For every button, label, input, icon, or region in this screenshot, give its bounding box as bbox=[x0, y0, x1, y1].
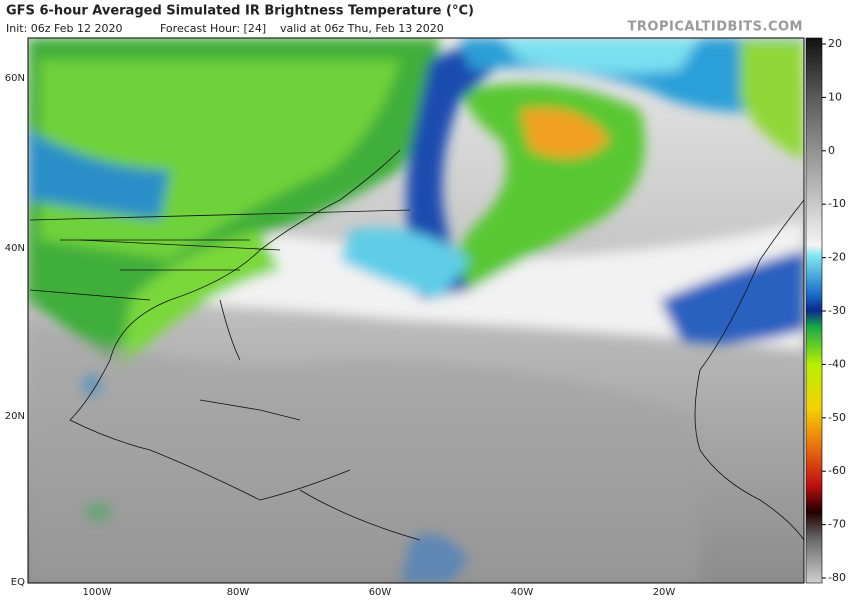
valid-time: valid at 06z Thu, Feb 13 2020 bbox=[280, 22, 444, 35]
coastlines bbox=[29, 149, 804, 541]
colorbar-tick-label: -60 bbox=[828, 464, 846, 477]
colorbar-tick-label: -30 bbox=[828, 304, 846, 317]
lat-label: 60N bbox=[5, 73, 25, 84]
colorbar-tick-label: -40 bbox=[828, 357, 846, 370]
lon-label: 20W bbox=[653, 587, 676, 598]
watermark: TROPICALTIDBITS.COM bbox=[628, 20, 803, 35]
colorbar-tick-label: -80 bbox=[828, 571, 846, 584]
colorbar-tick-label: 0 bbox=[828, 144, 835, 157]
lat-label: 20N bbox=[5, 411, 25, 422]
lon-label: 80W bbox=[227, 587, 250, 598]
satellite-map bbox=[28, 38, 804, 583]
lon-label: 100W bbox=[83, 587, 112, 598]
lon-label: 60W bbox=[369, 587, 392, 598]
colorbar-tick-label: 20 bbox=[828, 37, 842, 50]
colorbar-tick-label: -70 bbox=[828, 518, 846, 531]
lat-label: EQ bbox=[11, 577, 25, 588]
lon-label: 40W bbox=[511, 587, 534, 598]
colorbar-tick-label: -10 bbox=[828, 197, 846, 210]
forecast-hour: Forecast Hour: [24] bbox=[160, 22, 266, 35]
map-frame bbox=[27, 37, 805, 584]
colorbar-tick-label: -20 bbox=[828, 251, 846, 264]
lat-label: 40N bbox=[5, 243, 25, 254]
colorbar-tick-label: 10 bbox=[828, 90, 842, 103]
title: GFS 6-hour Averaged Simulated IR Brightn… bbox=[6, 4, 474, 19]
colorbar-tick-label: -50 bbox=[828, 411, 846, 424]
colorbar bbox=[805, 37, 823, 584]
init: Init: 06z Feb 12 2020 bbox=[6, 22, 123, 35]
